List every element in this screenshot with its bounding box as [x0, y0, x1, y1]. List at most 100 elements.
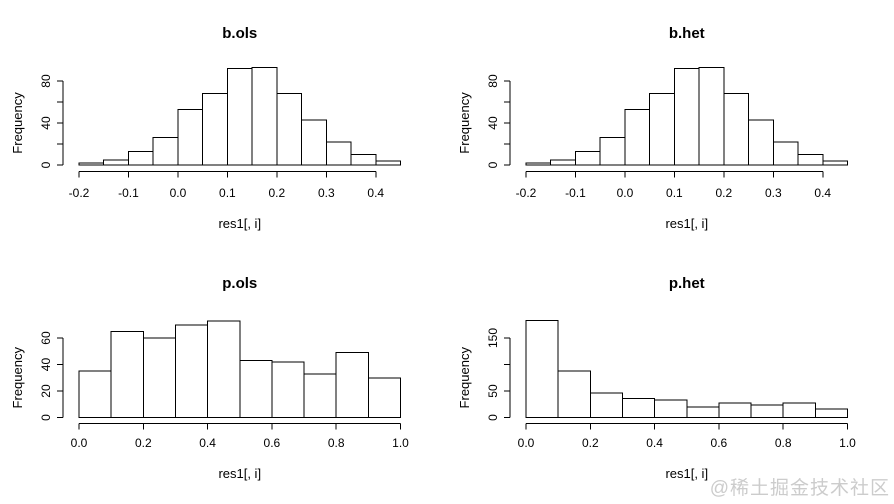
- x-tick-label: 0.1: [219, 186, 236, 200]
- hist-panel-p-ols: p.ols Frequency 0 20 40 60 0.0 0.2 0.4 0.6 0.8 1.0 r…: [0, 250, 447, 504]
- y-axis: 0 50 150: [486, 328, 511, 421]
- x-tick-label: -0.1: [565, 186, 586, 200]
- histogram-bar: [649, 93, 675, 166]
- x-tick-label: 0.2: [582, 436, 599, 450]
- y-tick-label: 0: [39, 414, 53, 421]
- y-tick-label: 0: [39, 161, 53, 168]
- histogram-bars: [78, 66, 401, 166]
- x-tick-label: 0.4: [814, 186, 831, 200]
- histogram-bar: [589, 392, 623, 418]
- histogram-bar: [152, 137, 179, 166]
- histogram-bars: [78, 320, 402, 418]
- histogram-bar: [271, 361, 305, 418]
- histogram-bar: [621, 397, 656, 418]
- histogram-bar: [239, 360, 273, 418]
- y-axis-label: Frequency: [10, 347, 25, 409]
- x-axis: 0.0 0.2 0.4 0.6 0.8 1.0: [518, 423, 856, 450]
- x-axis-label: res1[, i]: [218, 466, 261, 481]
- x-axis-label: res1[, i]: [218, 216, 261, 231]
- histogram-bar: [78, 162, 105, 166]
- y-axis: 0 40 80: [39, 74, 64, 168]
- histogram-svg: b.het Frequency 0 40 80 -0.2 -0.1 0.0 0.1 0.2 0.3 0…: [457, 25, 848, 231]
- x-tick-label: 0.4: [367, 186, 384, 200]
- histogram-bar: [301, 119, 327, 166]
- histogram-bar: [748, 119, 774, 166]
- histogram-bar: [202, 93, 228, 166]
- x-tick-label: -0.2: [516, 186, 537, 200]
- histogram-bar: [525, 320, 559, 418]
- histogram-bar: [797, 154, 824, 166]
- histogram-bar: [698, 66, 725, 166]
- chart-title: p.het: [669, 275, 705, 292]
- x-tick-label: 1.0: [392, 436, 409, 450]
- x-tick-label: 0.0: [518, 436, 535, 450]
- histogram-bars: [525, 66, 848, 166]
- y-axis-label: Frequency: [10, 92, 25, 154]
- y-axis-label: Frequency: [457, 92, 472, 154]
- y-tick-label: 150: [486, 328, 500, 348]
- x-tick-label: 0.2: [135, 436, 152, 450]
- histogram-bar: [350, 154, 377, 166]
- x-axis-label: res1[, i]: [665, 216, 708, 231]
- histogram-bar: [750, 404, 784, 418]
- y-tick-label: 80: [39, 74, 53, 88]
- histogram-bar: [127, 150, 154, 166]
- y-tick-label: 40: [486, 116, 500, 130]
- x-tick-label: 0.0: [71, 436, 88, 450]
- x-tick-label: 0.3: [765, 186, 782, 200]
- histogram-bar: [207, 320, 241, 418]
- x-tick-label: 0.4: [646, 436, 663, 450]
- y-tick-label: 40: [39, 116, 53, 130]
- x-tick-label: 0.2: [269, 186, 286, 200]
- x-tick-label: 0.2: [716, 186, 733, 200]
- histogram-svg: p.ols Frequency 0 20 40 60 0.0 0.2 0.4 0.6 0.8 1.0 r…: [10, 275, 409, 481]
- histogram-bar: [574, 150, 601, 166]
- histogram-bar: [251, 66, 278, 166]
- chart-title: b.het: [669, 25, 705, 42]
- x-axis-label: res1[, i]: [665, 466, 708, 481]
- histogram-bar: [550, 159, 576, 166]
- y-tick-label: 0: [486, 414, 500, 421]
- histogram-bar: [822, 160, 848, 166]
- x-tick-label: 0.8: [775, 436, 792, 450]
- histogram-bar: [375, 160, 401, 166]
- chart-title: p.ols: [222, 275, 257, 292]
- y-tick-label: 0: [486, 161, 500, 168]
- histogram-bar: [654, 399, 688, 418]
- histogram-bar: [686, 406, 720, 418]
- x-tick-label: 0.1: [666, 186, 683, 200]
- x-tick-label: -0.1: [118, 186, 139, 200]
- histogram-bar: [226, 67, 253, 166]
- x-tick-label: -0.2: [69, 186, 90, 200]
- histogram-bar: [367, 377, 402, 418]
- x-tick-label: 0.8: [328, 436, 345, 450]
- histogram-bar: [525, 162, 552, 166]
- histogram-bar: [78, 370, 112, 418]
- y-tick-label: 60: [39, 331, 53, 345]
- histogram-bar: [174, 324, 209, 418]
- histogram-bar: [325, 141, 352, 166]
- x-tick-label: 0.6: [711, 436, 728, 450]
- histogram-bars: [525, 320, 849, 419]
- x-tick-label: 0.0: [617, 186, 634, 200]
- y-axis: 0 40 80: [486, 74, 511, 168]
- histogram-bar: [103, 159, 129, 166]
- histogram-bar: [723, 93, 750, 166]
- x-tick-label: 1.0: [839, 436, 856, 450]
- histogram-svg: b.ols Frequency 0 40 80 -0.2 -0.1 0.0 0.1 0.2 0.3 0…: [10, 25, 401, 231]
- histogram-bar: [110, 330, 144, 418]
- histogram-bar: [303, 373, 337, 418]
- histogram-bar: [814, 408, 849, 419]
- x-tick-label: 0.6: [264, 436, 281, 450]
- y-tick-label: 50: [486, 384, 500, 398]
- histogram-bar: [557, 370, 591, 418]
- y-tick-label: 20: [39, 384, 53, 398]
- histogram-bar: [772, 141, 799, 166]
- x-axis: -0.2 -0.1 0.0 0.1 0.2 0.3 0.4: [69, 171, 384, 200]
- x-tick-label: 0.0: [170, 186, 187, 200]
- y-axis-label: Frequency: [457, 347, 472, 409]
- hist-panel-b-ols: b.ols Frequency 0 40 80 -0.2 -0.1 0.0 0.1 0.2 0.3 0…: [0, 0, 447, 250]
- watermark: @稀土掘金技术社区: [709, 478, 890, 499]
- y-tick-label: 40: [39, 358, 53, 372]
